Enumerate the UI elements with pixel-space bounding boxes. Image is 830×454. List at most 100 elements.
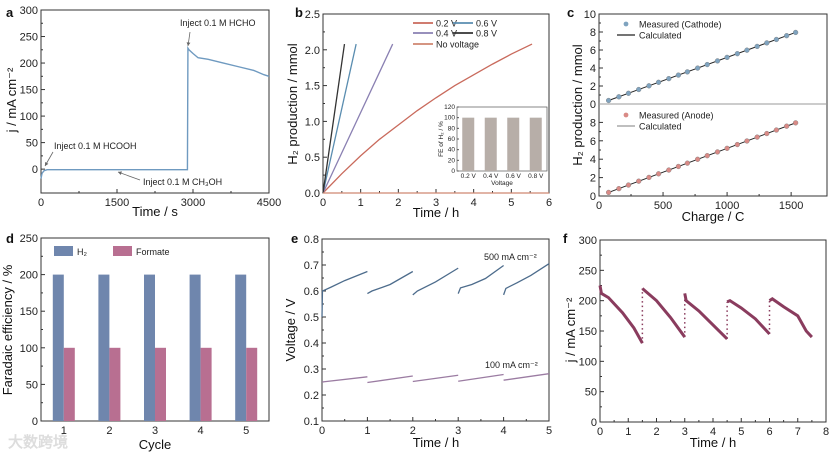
b-inset-x-tick-label: 0.2 V [461, 173, 477, 180]
b-x-tick-label: 6 [546, 197, 552, 209]
d-x-axis-label: Cycle [139, 437, 172, 452]
e-y-tick-label: 0.8 [304, 234, 319, 246]
f-current-line [683, 293, 729, 340]
c-anode-y-tick-label: 0 [590, 191, 596, 203]
c-cathode-measured-point [625, 90, 632, 96]
b-y-tick-label: 1.5 [305, 81, 320, 93]
panel-label-f: f [563, 231, 568, 246]
e-line-100 [321, 376, 368, 383]
e-line-100 [367, 375, 413, 384]
panel-label-d: d [6, 231, 14, 246]
a-y-tick-label: 0 [32, 164, 38, 176]
c-cathode-y-tick-label: 0 [590, 99, 596, 111]
b-inset-x-axis-label: Voltage [491, 180, 513, 187]
e-x-tick-label: 5 [546, 425, 552, 437]
b-inset-x-tick-label: 0.6 V [506, 173, 522, 180]
f-y-tick-label: 300 [579, 235, 597, 247]
f-y-tick-label: 150 [579, 326, 597, 338]
b-inset-y-tick-label: 40 [448, 147, 456, 154]
d-legend-swatch [54, 246, 73, 256]
d-bar-formate [63, 347, 75, 421]
a-x-axis-label: Time / s [132, 204, 178, 219]
b-legend-label: 0.4 V [436, 29, 457, 39]
a-x-tick-label: 4500 [257, 197, 281, 209]
f-current-line [726, 298, 771, 336]
f-y-tick-label: 250 [579, 265, 597, 277]
b-x-tick-label: 3 [433, 197, 439, 209]
d-y-tick-label: 200 [20, 270, 38, 282]
c-anode-measured-point [684, 160, 690, 166]
e-y-tick-label: 0.1 [304, 416, 319, 428]
c-anode-measured-point [625, 182, 632, 188]
e-y-tick-label: 0.3 [304, 364, 319, 376]
c-anode-measured-point [606, 189, 612, 196]
c-y-axis-label: H₂ production / mmol [570, 44, 585, 165]
e-line-500 [502, 263, 550, 296]
a-annotation-ch3oh: Inject 0.1 M CH₃OH [143, 177, 222, 187]
c-anode-measured-point [793, 120, 799, 126]
f-x-tick-label: 7 [795, 426, 801, 438]
f-y-axis-label: j / mA cm⁻² [563, 297, 578, 363]
c-cathode-measured-point [764, 40, 770, 46]
d-y-tick-label: 100 [20, 343, 38, 355]
c-x-tick-label: 1500 [779, 200, 803, 212]
b-inset-x-tick-label: 0.8 V [528, 173, 544, 180]
a-arrow-hcooh-head [45, 162, 49, 166]
a-y-tick-label: 150 [20, 85, 38, 97]
c-anode-measured-point [655, 171, 662, 177]
c-cathode-y-tick-label: 6 [590, 45, 596, 57]
b-line-0.8-v [322, 43, 346, 194]
c-anode-measured-point [724, 145, 730, 151]
b-y-tick-label: 2.5 [305, 9, 320, 21]
b-y-tick-label: 1.0 [305, 116, 320, 128]
c-anode-measured-point [675, 163, 682, 170]
watermark-logo: 大数跨境 [8, 433, 68, 451]
c-x-tick-label: 0 [596, 200, 602, 212]
c-anode-legend-calculated: Calculated [639, 122, 682, 132]
a-y-tick-label: 200 [20, 58, 38, 70]
b-inset-bar [507, 117, 520, 171]
f-x-tick-label: 4 [710, 426, 716, 438]
b-x-tick-label: 5 [508, 197, 514, 209]
panel-label-b: b [295, 5, 303, 20]
c-anode-measured-point [754, 134, 760, 140]
d-y-tick-label: 0 [32, 416, 38, 428]
b-inset-y-tick-label: 80 [448, 125, 456, 132]
f-current-line [641, 287, 686, 338]
b-inset-bar [529, 117, 542, 171]
f-x-tick-label: 8 [823, 426, 829, 438]
c-cathode-measured-point [636, 86, 642, 93]
a-annotation-hcho: Inject 0.1 M HCHO [180, 18, 256, 28]
d-y-tick-label: 250 [20, 233, 38, 245]
b-y-tick-label: 0.0 [305, 188, 320, 200]
b-legend-label: No voltage [436, 40, 479, 50]
b-inset-y-axis-label: FE of H₂ / % [438, 121, 445, 157]
e-y-tick-label: 0.4 [304, 338, 319, 350]
c-anode-measured-point [714, 149, 721, 155]
d-bar-formate [155, 347, 166, 421]
d-x-tick-label: 2 [106, 425, 112, 437]
b-x-tick-label: 1 [358, 197, 364, 209]
a-annotation-hcooh: Inject 0.1 M HCOOH [54, 141, 137, 151]
c-anode-y-tick-label: 4 [590, 154, 596, 166]
e-line-100 [503, 373, 550, 381]
e-y-tick-label: 0.7 [304, 260, 319, 272]
c-anode-y-tick-label: 8 [590, 117, 596, 129]
c-cathode-measured-point [675, 72, 682, 78]
d-legend-label: Formate [136, 247, 170, 257]
b-line-0.2-v [322, 43, 533, 194]
b-x-axis-label: Time / h [413, 205, 459, 220]
b-x-tick-label: 4 [471, 197, 477, 209]
a-y-axis-label: j / mA cm⁻² [4, 67, 19, 133]
c-cathode-measured-point [616, 94, 622, 100]
e-y-axis-label: Voltage / V [283, 298, 298, 361]
b-legend-label: 0.8 V [476, 29, 497, 39]
a-arrow-ch3oh [117, 171, 141, 181]
f-current-line [768, 297, 813, 339]
c-x-tick-label: 1000 [715, 200, 739, 212]
f-x-tick-label: 6 [766, 426, 772, 438]
b-y-axis-label: H₂ production / mmol [285, 43, 300, 164]
f-x-tick-label: 5 [738, 426, 744, 438]
c-anode-measured-point [695, 156, 701, 162]
